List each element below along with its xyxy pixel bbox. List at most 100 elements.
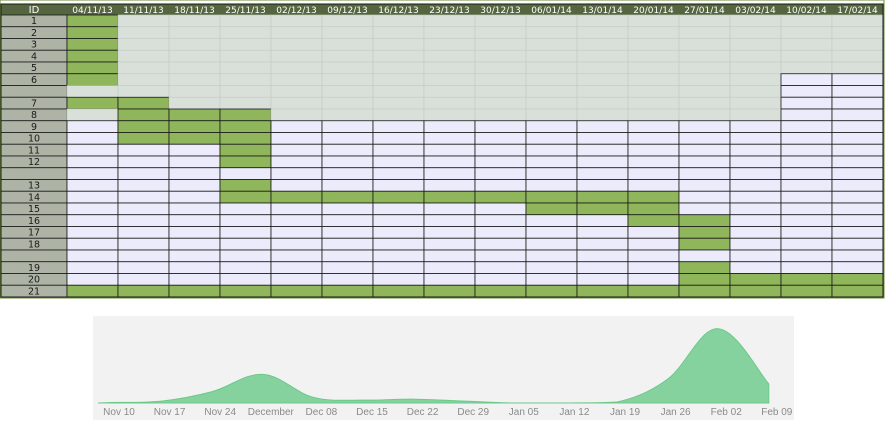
gantt-bar-cell xyxy=(678,214,731,227)
gantt-cell xyxy=(117,261,170,274)
gantt-column-header: 25/11/13 xyxy=(225,6,265,16)
gantt-cell xyxy=(66,214,119,227)
gantt-cell xyxy=(474,273,527,286)
gantt-column-header: 03/02/14 xyxy=(735,6,776,16)
gantt-cell xyxy=(831,108,884,122)
gantt-cell xyxy=(678,167,731,180)
gantt-cell xyxy=(474,132,527,145)
gantt-cell xyxy=(321,38,374,51)
gantt-cell xyxy=(117,14,170,28)
gantt-cell xyxy=(168,167,221,180)
gantt-cell xyxy=(627,96,680,110)
gantt-cell xyxy=(525,26,578,39)
gantt-cell xyxy=(678,132,731,145)
x-tick-label: Dec 22 xyxy=(407,407,439,418)
gantt-cell xyxy=(780,143,833,157)
gantt-cell xyxy=(525,155,578,169)
x-tick-label: Feb 09 xyxy=(761,407,793,418)
gantt-cell xyxy=(66,249,119,263)
gantt-cell xyxy=(831,49,884,63)
gantt-cell xyxy=(168,26,221,39)
gantt-bar-cell xyxy=(576,190,629,204)
gantt-cell xyxy=(117,214,170,227)
gantt-row-id: 2 xyxy=(31,28,37,39)
gantt-cell xyxy=(219,226,272,239)
gantt-cell xyxy=(474,249,527,263)
x-tick-label: Nov 24 xyxy=(204,407,236,418)
gantt-cell xyxy=(576,120,629,133)
gantt-bar-cell xyxy=(831,273,884,286)
gantt-bar-cell xyxy=(270,284,323,298)
gantt-cell xyxy=(780,167,833,180)
gantt-cell xyxy=(474,73,527,86)
gantt-bar-cell xyxy=(66,284,119,298)
gantt-cell xyxy=(678,249,731,263)
gantt-cell xyxy=(372,14,425,28)
gantt-cell xyxy=(321,273,374,286)
gantt-cell xyxy=(423,143,476,157)
gantt-cell xyxy=(576,26,629,39)
gantt-bar-cell xyxy=(780,273,833,286)
gantt-cell xyxy=(168,14,221,28)
gantt-cell xyxy=(270,249,323,263)
gantt-cell xyxy=(372,132,425,145)
gantt-cell xyxy=(66,237,119,251)
gantt-cell xyxy=(474,237,527,251)
gantt-cell xyxy=(270,38,323,51)
gantt-bar-cell xyxy=(678,226,731,239)
gantt-cell xyxy=(576,214,629,227)
gantt-cell xyxy=(576,96,629,110)
gantt-cell xyxy=(219,167,272,180)
gantt-cell xyxy=(423,237,476,251)
gantt-bar-cell xyxy=(66,14,119,28)
gantt-cell xyxy=(780,61,833,75)
gantt-cell xyxy=(66,273,119,286)
gantt-cell xyxy=(321,179,374,192)
gantt-cell xyxy=(627,108,680,122)
gantt-cell xyxy=(321,226,374,239)
gantt-cell xyxy=(270,167,323,180)
gantt-cell xyxy=(525,38,578,51)
gantt-cell xyxy=(678,38,731,51)
gantt-bar-cell xyxy=(627,190,680,204)
gantt-bar-cell xyxy=(117,96,170,110)
gantt-cell xyxy=(117,226,170,239)
gantt-cell xyxy=(474,108,527,122)
gantt-cell xyxy=(168,49,221,63)
gantt-cell xyxy=(576,108,629,122)
gantt-cell xyxy=(372,26,425,39)
gantt-cell xyxy=(831,14,884,28)
gantt-cell xyxy=(219,202,272,216)
gantt-cell xyxy=(321,108,374,122)
gantt-row-id: 1 xyxy=(31,16,37,27)
gantt-cell xyxy=(474,26,527,39)
gantt-cell xyxy=(780,73,833,86)
gantt-cell xyxy=(423,179,476,192)
gantt-cell xyxy=(831,85,884,98)
gantt-row-id: 14 xyxy=(28,192,40,203)
gantt-cell xyxy=(780,85,833,98)
gantt-cell xyxy=(270,14,323,28)
gantt-cell xyxy=(525,237,578,251)
gantt-cell xyxy=(423,108,476,122)
gantt-cell xyxy=(423,14,476,28)
gantt-bar-cell xyxy=(117,132,170,145)
gantt-cell xyxy=(729,179,782,192)
gantt-cell xyxy=(270,214,323,227)
gantt-cell xyxy=(321,73,374,86)
gantt-cell xyxy=(66,85,119,98)
gantt-cell xyxy=(780,155,833,169)
gantt-cell xyxy=(372,179,425,192)
gantt-cell xyxy=(321,96,374,110)
gantt-cell xyxy=(372,237,425,251)
gantt-cell xyxy=(729,132,782,145)
gantt-cell xyxy=(474,167,527,180)
gantt-bar-cell xyxy=(168,108,221,122)
gantt-cell xyxy=(627,38,680,51)
gantt-cell xyxy=(831,143,884,157)
gantt-cell xyxy=(270,120,323,133)
gantt-cell xyxy=(678,155,731,169)
gantt-cell xyxy=(780,38,833,51)
area-chart-panel: Nov 10 Nov 17 Nov 24 December Dec 08 Dec 15 De… xyxy=(93,316,794,420)
gantt-cell xyxy=(117,202,170,216)
